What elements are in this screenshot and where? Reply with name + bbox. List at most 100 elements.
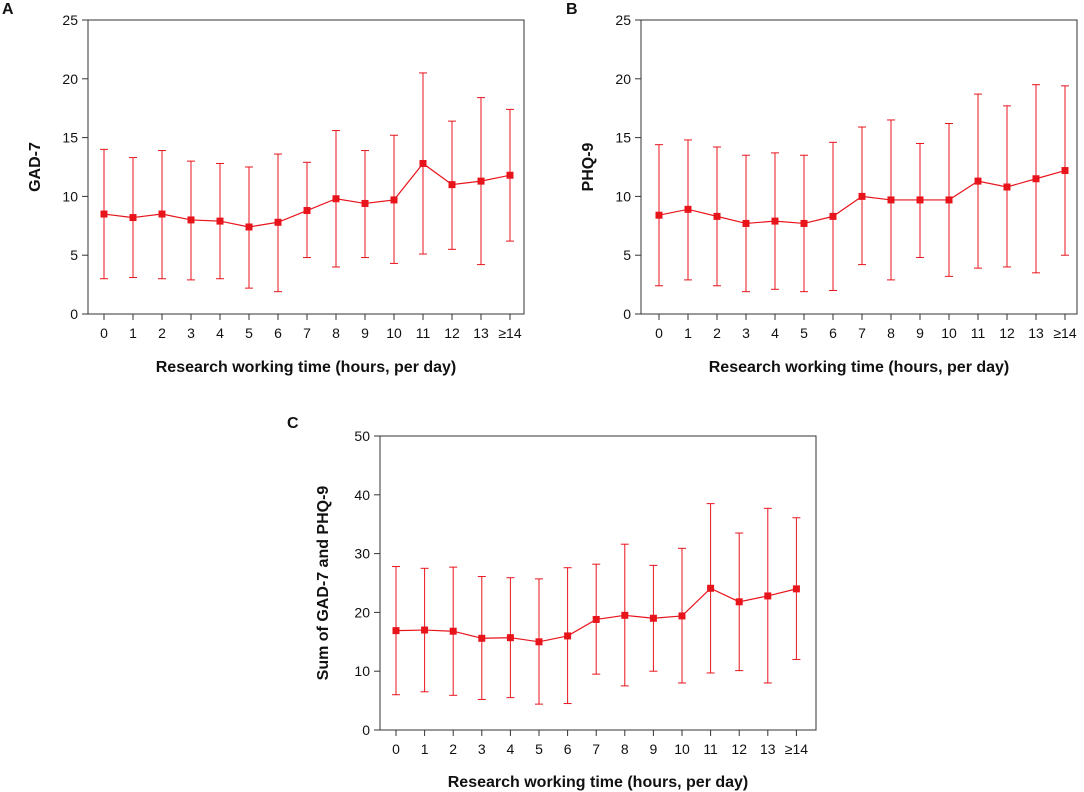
panel-c-data-point xyxy=(678,612,686,620)
panel-a-y-tick-label: 20 xyxy=(62,71,78,87)
panel-a-data-point xyxy=(187,216,195,224)
panel-c-x-axis-title: Research working time (hours, per day) xyxy=(448,774,749,791)
panel-b-data-point xyxy=(800,219,808,227)
panel-c-x-tick-label: 6 xyxy=(564,741,572,757)
panel-b-data-point xyxy=(771,217,779,225)
panel-b-x-tick-label: ≥14 xyxy=(1053,325,1076,341)
panel-c-x-tick-label: 0 xyxy=(392,741,400,757)
panel-c-data-point xyxy=(649,614,657,622)
panel-b-y-tick-label: 15 xyxy=(615,130,631,146)
panel-a-y-tick-label: 25 xyxy=(62,12,78,28)
panel-c-x-tick-label: ≥14 xyxy=(785,741,808,757)
panel-c-data-point xyxy=(707,584,715,592)
panel-c-x-tick-label: 8 xyxy=(621,741,629,757)
panel-c-y-tick-label: 10 xyxy=(354,663,370,679)
panel-c-data-point xyxy=(478,634,486,642)
panel-a-x-tick-label: 8 xyxy=(332,325,340,341)
panel-b-y-tick-label: 5 xyxy=(623,247,631,263)
panel-b-x-tick-label: 5 xyxy=(800,325,808,341)
panel-a-x-tick-label: 4 xyxy=(216,325,224,341)
panel-b-x-tick-label: 1 xyxy=(684,325,692,341)
panel-a-data-point xyxy=(100,210,108,218)
panel-b-x-axis-title: Research working time (hours, per day) xyxy=(709,359,1010,376)
panel-a-y-tick-label: 10 xyxy=(62,188,78,204)
panel-b: B PHQ-9 Research working time (hours, pe… xyxy=(566,1,1078,376)
panel-a-data-point xyxy=(303,207,311,215)
panel-a-data-point xyxy=(216,217,224,225)
panel-b-letter: B xyxy=(566,1,578,18)
panel-b-x-tick-label: 2 xyxy=(713,325,721,341)
panel-b-data-point xyxy=(713,212,721,220)
panel-b-x-tick-label: 6 xyxy=(829,325,837,341)
panel-b-y-tick-label: 20 xyxy=(615,71,631,87)
panel-b-x-tick-label: 9 xyxy=(916,325,924,341)
panel-b-data-point xyxy=(974,177,982,185)
panel-a-data-point xyxy=(245,223,253,231)
panel-a-y-tick-label: 0 xyxy=(70,306,78,322)
panel-c-x-tick-label: 3 xyxy=(478,741,486,757)
panel-c-data-point xyxy=(764,592,772,600)
panel-a-x-tick-label: 10 xyxy=(386,325,402,341)
panel-b-x-tick-label: 10 xyxy=(941,325,957,341)
panel-c-y-axis-title: Sum of GAD-7 and PHQ-9 xyxy=(315,486,332,681)
panel-b-data-point xyxy=(858,192,866,200)
panel-b-data-point xyxy=(945,196,953,204)
panel-b-y-tick-label: 10 xyxy=(615,188,631,204)
panel-a-letter: A xyxy=(2,1,14,18)
panel-c-y-tick-label: 40 xyxy=(354,487,370,503)
panel-a-data-point xyxy=(506,171,514,179)
panel-c-y-tick-label: 50 xyxy=(354,428,370,444)
panel-a-x-tick-label: 6 xyxy=(274,325,282,341)
panel-c-data-point xyxy=(735,598,743,606)
panel-c-y-tick-label: 30 xyxy=(354,546,370,562)
panel-a-data-point xyxy=(419,159,427,167)
panel-b-x-tick-label: 12 xyxy=(999,325,1015,341)
panel-b-x-tick-label: 7 xyxy=(858,325,866,341)
panel-c-x-tick-label: 7 xyxy=(592,741,600,757)
panel-a-y-tick-label: 5 xyxy=(70,247,78,263)
panel-c-data-point xyxy=(421,626,429,634)
panel-c-x-tick-label: 1 xyxy=(421,741,429,757)
panel-c-x-tick-label: 5 xyxy=(535,741,543,757)
panel-b-data-point xyxy=(655,211,663,219)
panel-a-x-tick-label: 13 xyxy=(473,325,489,341)
panel-c-data-point xyxy=(592,615,600,623)
panel-c-y-tick-label: 20 xyxy=(354,604,370,620)
panel-a-data-point xyxy=(274,218,282,226)
panel-a-x-tick-label: 5 xyxy=(245,325,253,341)
panel-a-x-tick-label: ≥14 xyxy=(498,325,521,341)
panel-b-x-tick-label: 4 xyxy=(771,325,779,341)
panel-b-data-point xyxy=(1003,183,1011,191)
panel-c-data-point xyxy=(621,611,629,619)
panel-a-x-tick-label: 0 xyxy=(100,325,108,341)
panel-a-data-point xyxy=(477,177,485,185)
panel-b-x-tick-label: 11 xyxy=(971,325,986,341)
panel-b-y-tick-label: 0 xyxy=(623,306,631,322)
panel-c: C Sum of GAD-7 and PHQ-9 Research workin… xyxy=(287,415,817,791)
panel-c-data-point xyxy=(392,627,400,635)
panel-b-data-point xyxy=(1032,175,1040,183)
panel-b-data-point xyxy=(829,212,837,220)
panel-c-x-tick-label: 10 xyxy=(674,741,690,757)
panel-b-data-point xyxy=(742,219,750,227)
panel-a: A GAD-7 Research working time (hours, pe… xyxy=(2,1,525,376)
panel-a-data-point xyxy=(390,196,398,204)
panel-c-x-tick-label: 4 xyxy=(507,741,515,757)
panel-a-x-tick-label: 9 xyxy=(361,325,369,341)
panel-c-data-point xyxy=(564,632,572,640)
panel-a-data-point xyxy=(448,181,456,189)
panel-b-data-point xyxy=(1061,167,1069,175)
panel-a-x-tick-label: 12 xyxy=(444,325,460,341)
panel-c-x-tick-label: 13 xyxy=(760,741,776,757)
panel-a-x-tick-label: 3 xyxy=(187,325,195,341)
panel-a-data-point xyxy=(158,210,166,218)
panel-a-x-tick-label: 1 xyxy=(129,325,137,341)
panel-a-y-axis-title: GAD-7 xyxy=(27,142,44,192)
panel-c-data-point xyxy=(535,638,543,646)
panel-a-x-tick-label: 2 xyxy=(158,325,166,341)
panel-c-letter: C xyxy=(287,415,299,432)
panel-c-data-point xyxy=(506,634,514,642)
